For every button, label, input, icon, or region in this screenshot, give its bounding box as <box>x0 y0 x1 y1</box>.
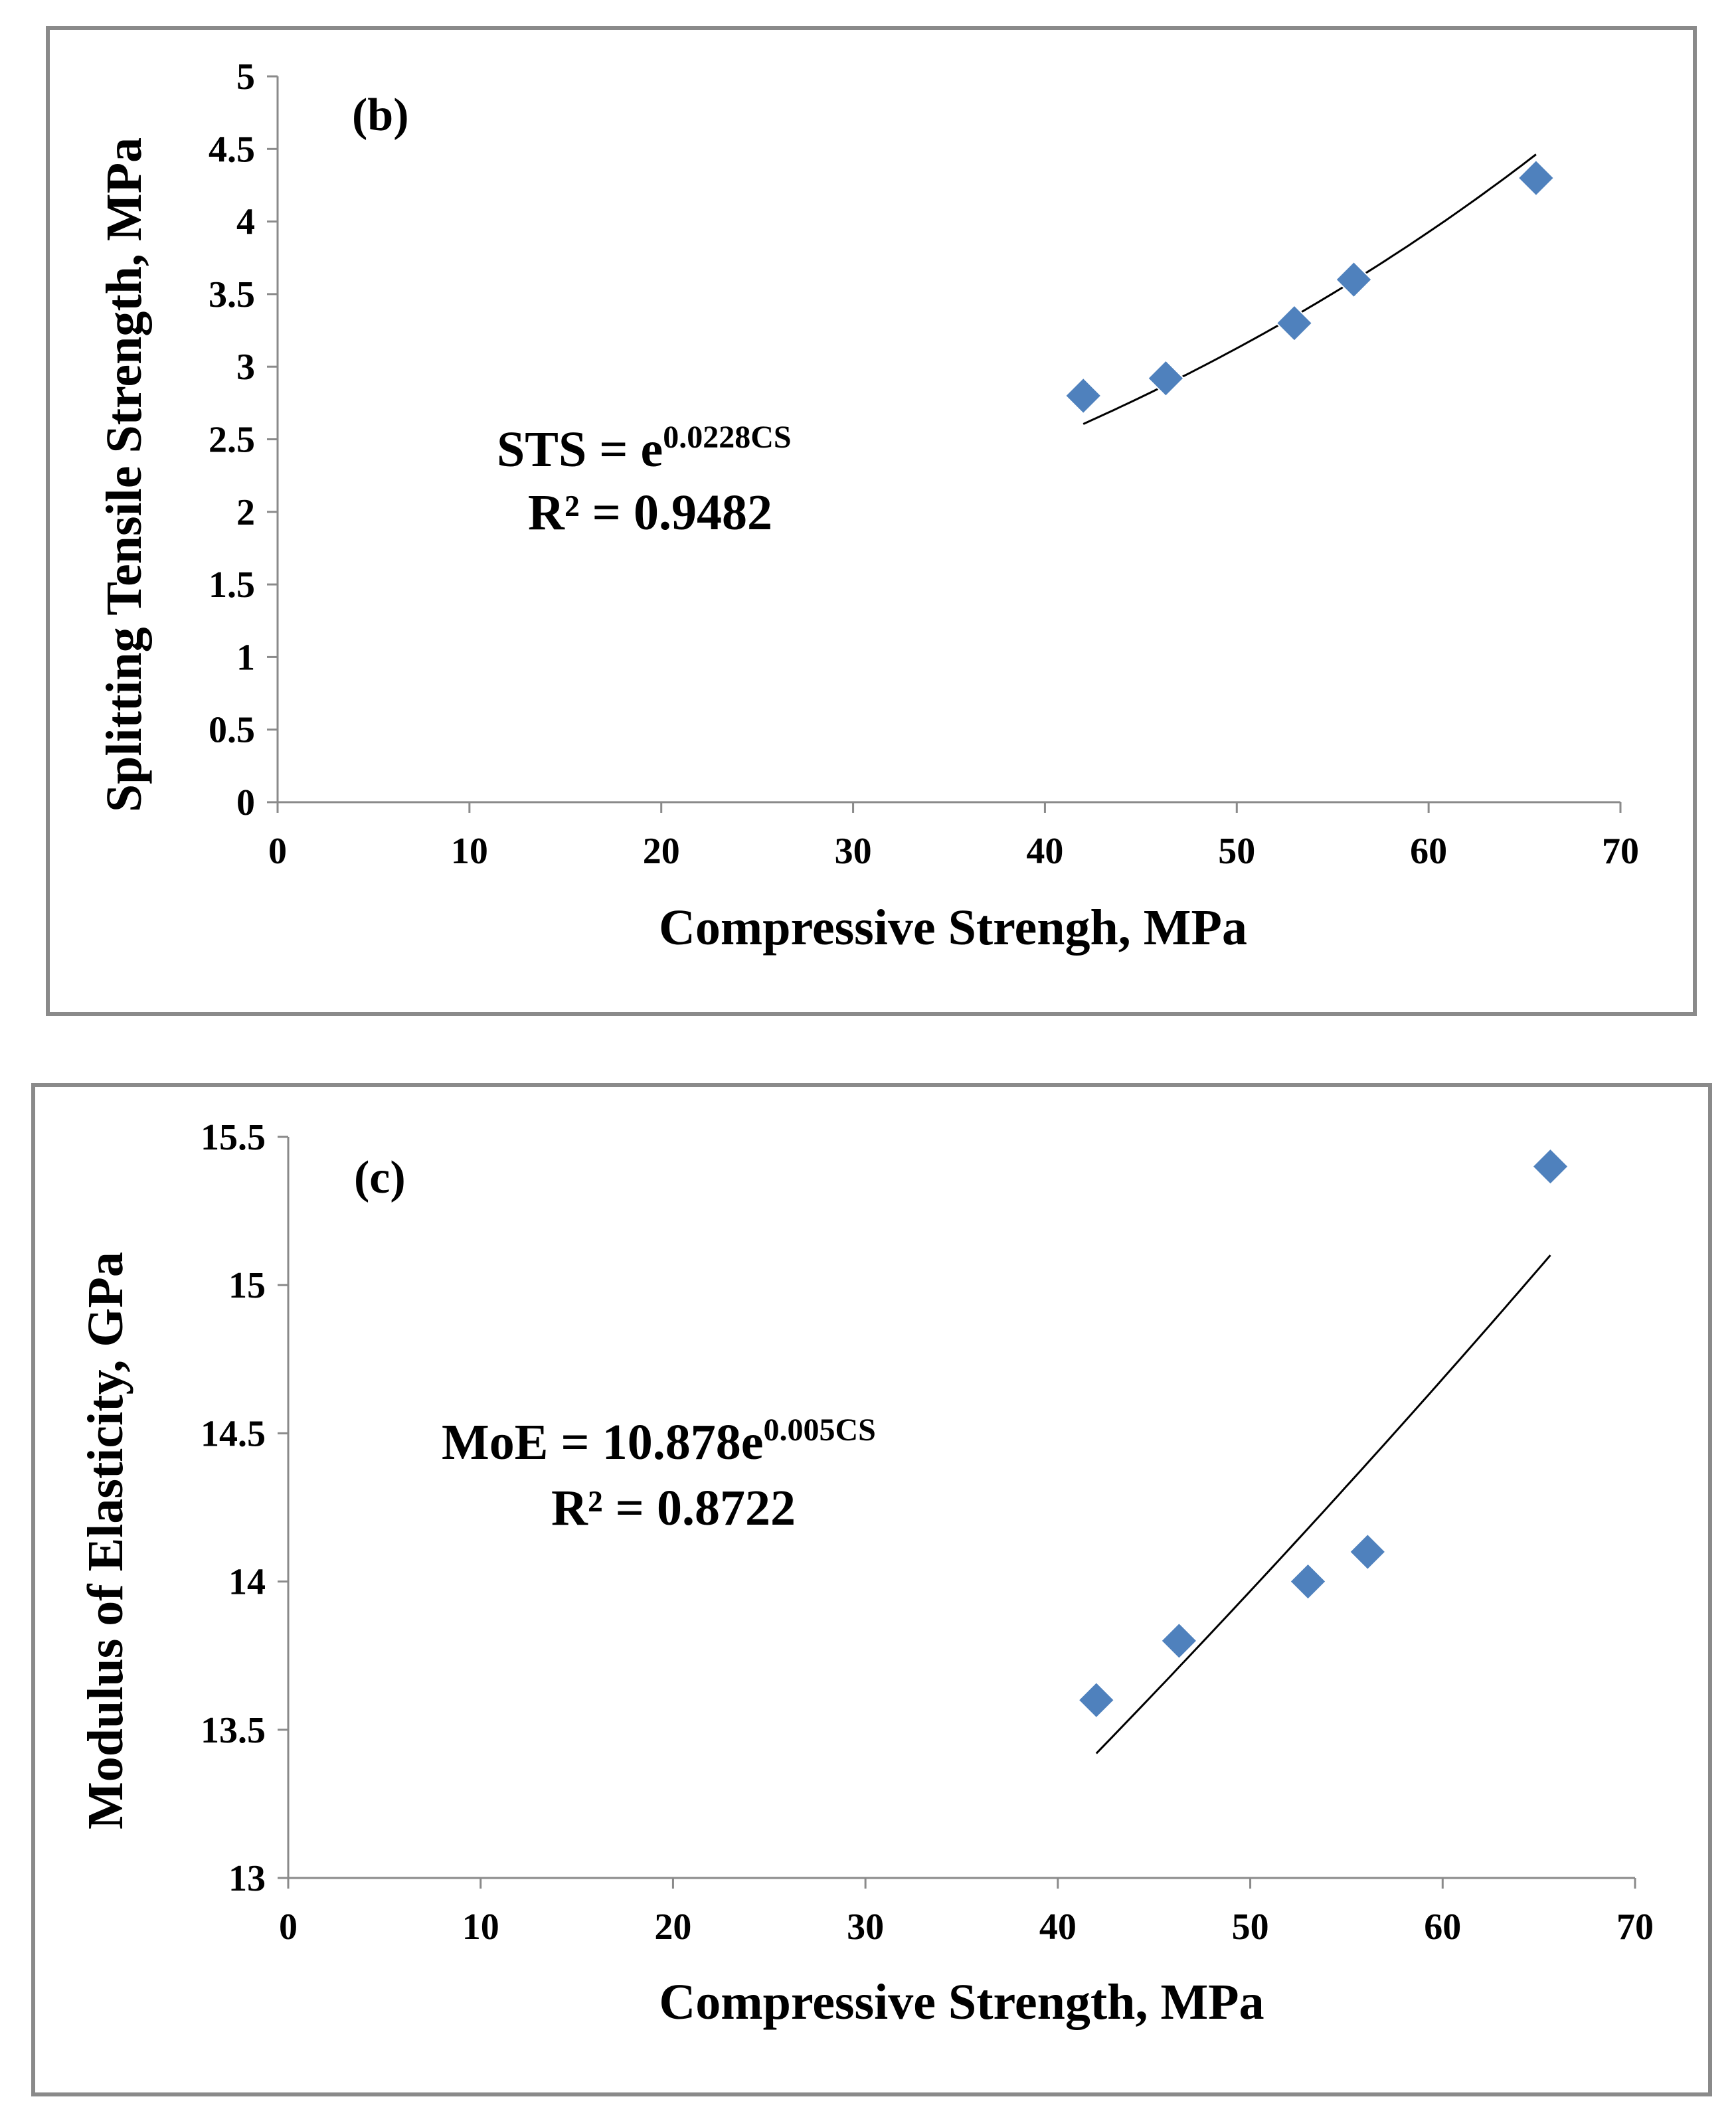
x-tick-label-c: 60 <box>1424 1907 1461 1948</box>
plot-area-b: 00.511.522.533.544.550 10 20 30 40 50 60 70 <box>209 56 1639 872</box>
x-tick-label-b: 40 <box>1026 831 1063 872</box>
panel-label-b: (b) <box>352 90 409 141</box>
y-tick-label-b: 3.5 <box>209 274 255 315</box>
chart-panel-b: (b) STS = e0.0228CS R² = 0.9482 Compress… <box>46 26 1697 1016</box>
y-tick-label-b: 1.5 <box>209 564 255 606</box>
y-tick-label-b: 5 <box>236 56 255 98</box>
data-point-b <box>1335 260 1373 299</box>
y-tick-label-b: 4.5 <box>209 129 255 170</box>
x-axis-title-b: Compressive Strengh, MPa <box>659 900 1247 956</box>
y-tick-label-b: 0.5 <box>209 710 255 751</box>
y-tick-label-b: 2.5 <box>209 420 255 461</box>
r-squared-b: R² = 0.9482 <box>528 485 772 541</box>
x-tick-label-c: 50 <box>1232 1907 1269 1948</box>
plot-area-c: 13 13.5 14 14.5 15 15.5 0 10 20 30 40 50 60 70 <box>201 1117 1654 1948</box>
trend-equation-b: STS = e0.0228CS <box>497 420 792 477</box>
trend-equation-c: MoE = 10.878e0.005CS <box>442 1412 876 1470</box>
y-axis-title-c: Modulus of Elasticity, GPa <box>78 1252 133 1829</box>
data-point-b <box>1517 159 1555 197</box>
data-point-c <box>1531 1147 1569 1186</box>
y-tick-label-c: 13.5 <box>201 1710 266 1751</box>
y-tick-label-c: 13 <box>228 1858 266 1899</box>
data-point-b <box>1064 377 1102 415</box>
equation-main-c: MoE = 10.878e <box>442 1414 763 1470</box>
panel-border-c <box>31 1083 1712 2096</box>
x-tick-label-b: 70 <box>1602 831 1639 872</box>
x-tick-label-b: 0 <box>268 831 287 872</box>
x-tick-label-c: 30 <box>847 1907 884 1948</box>
y-tick-label-c: 14.5 <box>201 1413 266 1454</box>
y-axis-title-b: Splitting Tensile Strength, MPa <box>96 137 152 812</box>
x-tick-label-c: 70 <box>1616 1907 1654 1948</box>
x-tick-label-b: 30 <box>835 831 872 872</box>
r-squared-c: R² = 0.8722 <box>551 1480 796 1536</box>
x-tick-label-b: 50 <box>1218 831 1255 872</box>
data-point-c <box>1289 1563 1327 1601</box>
y-tick-label-b: 1 <box>236 637 255 678</box>
x-tick-label-b: 20 <box>643 831 680 872</box>
x-tick-label-c: 40 <box>1039 1907 1077 1948</box>
y-tick-label-c: 14 <box>228 1562 266 1603</box>
data-point-b <box>1275 304 1314 343</box>
equation-main-b: STS = e <box>497 422 663 477</box>
equation-exponent-c: 0.005CS <box>763 1412 875 1448</box>
x-tick-label-c: 20 <box>654 1907 691 1948</box>
panel-label-c: (c) <box>354 1152 406 1203</box>
trendline-c <box>1095 1254 1551 1754</box>
panel-border-b <box>46 26 1697 1016</box>
data-point-c <box>1160 1622 1198 1660</box>
x-axis-title-c: Compressive Strength, MPa <box>659 1974 1264 2030</box>
x-tick-label-b: 60 <box>1410 831 1447 872</box>
y-tick-label-b: 4 <box>236 202 255 243</box>
x-tick-label-c: 0 <box>279 1907 298 1948</box>
data-point-b <box>1146 359 1185 398</box>
chart-panel-c: (c) MoE = 10.878e0.005CS R² = 0.8722 Com… <box>31 1083 1712 2096</box>
y-tick-label-b: 3 <box>236 347 255 388</box>
y-tick-label-c: 15 <box>228 1265 266 1306</box>
y-tick-label-b: 0 <box>236 782 255 823</box>
x-tick-label-b: 10 <box>451 831 488 872</box>
x-tick-label-c: 10 <box>462 1907 499 1948</box>
equation-exponent-b: 0.0228CS <box>663 420 791 455</box>
y-tick-label-b: 2 <box>236 492 255 533</box>
data-point-c <box>1348 1533 1387 1571</box>
y-tick-label-c: 15.5 <box>201 1117 266 1158</box>
data-point-c <box>1077 1681 1116 1719</box>
